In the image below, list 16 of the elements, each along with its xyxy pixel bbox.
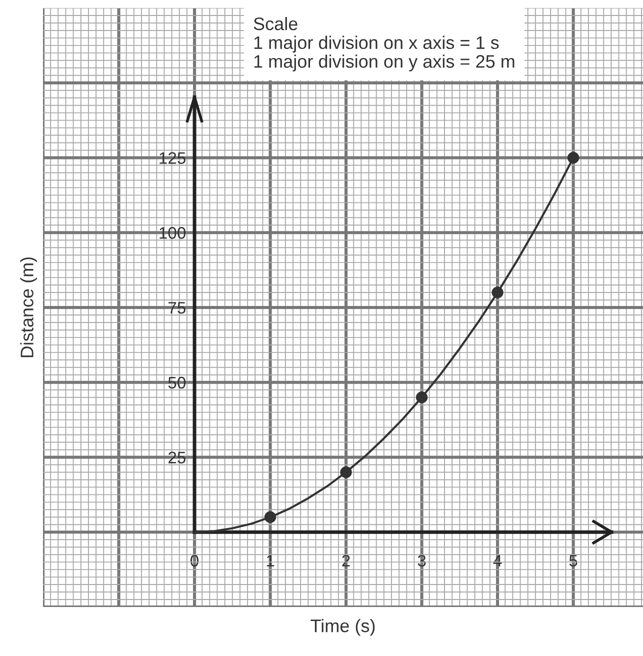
y-tick-label: 25 bbox=[168, 452, 186, 464]
annotation: Scale 1 major division on x axis = 1 s 1 major division on y axis = 25 m bbox=[254, 16, 514, 72]
x-tick-label: 3 bbox=[418, 554, 426, 567]
x-tick-label: 1 bbox=[266, 554, 274, 566]
x-tick-label: 2 bbox=[342, 554, 350, 566]
y-tick-label: 125 bbox=[160, 152, 186, 164]
x-tick-label: 5 bbox=[569, 554, 578, 567]
point bbox=[340, 466, 352, 478]
y-axis-title: Distance (m) bbox=[20, 257, 37, 358]
point bbox=[567, 152, 580, 164]
x-axis-title: Time (s) bbox=[310, 618, 375, 636]
x-tick-label: 4 bbox=[493, 554, 502, 566]
x-tick-label: 0 bbox=[190, 554, 198, 567]
point bbox=[492, 286, 504, 298]
point bbox=[264, 511, 276, 523]
point bbox=[416, 392, 428, 404]
